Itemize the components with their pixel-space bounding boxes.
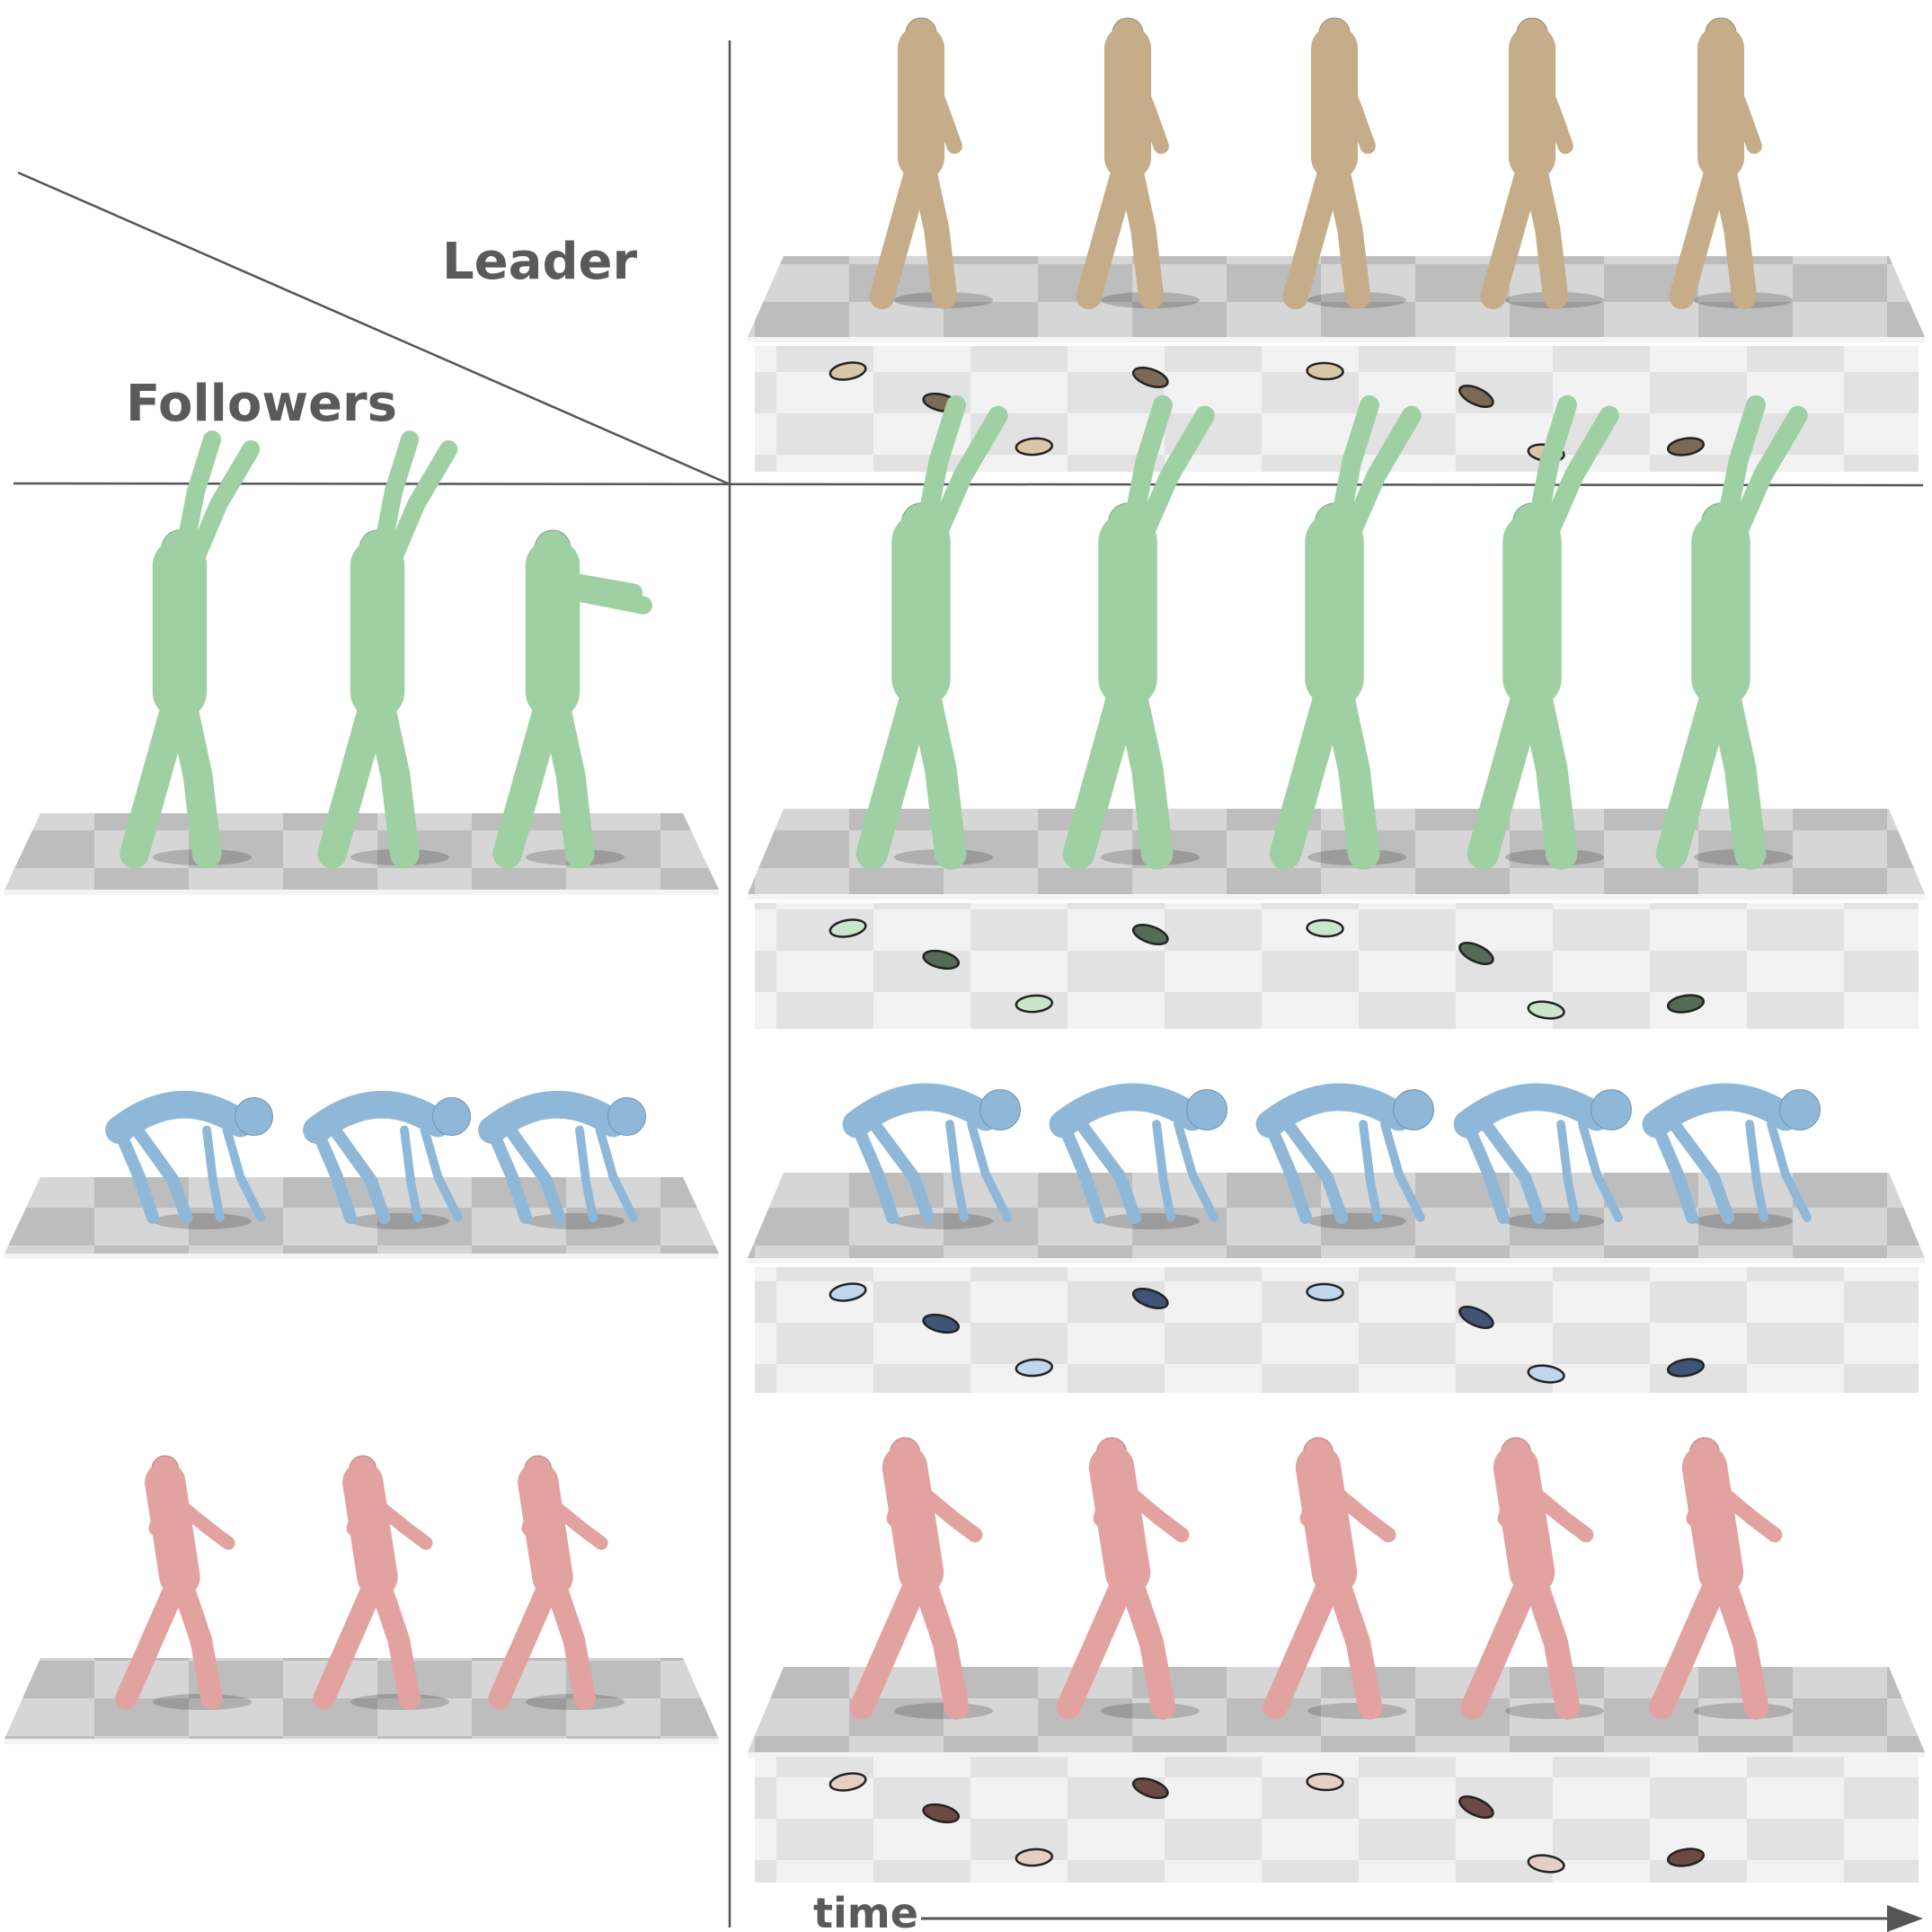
footprint-icon: [1131, 367, 1169, 388]
follower-blue-right-floor-edge: [748, 1258, 1925, 1263]
leader-right-figure: [1076, 17, 1200, 310]
footprint-icon: [829, 1282, 867, 1302]
follower-green-left-floor: [4, 813, 719, 890]
follower-blue-left-floor-edge: [4, 1254, 719, 1259]
follower-pink-left-figure: [488, 1455, 625, 1710]
footprint-icon: [1458, 1306, 1494, 1329]
follower-pink-right-figure: [1649, 1437, 1793, 1720]
follower-blue-left-floor: [4, 1177, 719, 1254]
follower-pink-right-figure: [1263, 1437, 1406, 1720]
footprint-icon: [1666, 994, 1706, 1014]
footprint-icon: [1306, 361, 1344, 381]
footprint-icon: [829, 1772, 867, 1792]
follower-pink-left-floor: [4, 1658, 719, 1739]
footprint-icon: [1666, 1848, 1706, 1867]
follower-blue-left-figure: [303, 1090, 471, 1229]
follower-blue-left-figure: [478, 1090, 646, 1229]
followers-label: Followers: [126, 375, 397, 433]
scene-layer: [4, 17, 1925, 1883]
footprint-icon: [1458, 385, 1494, 408]
footprint-icon: [922, 949, 961, 970]
follower-blue-right-figure: [1255, 1083, 1434, 1229]
header-diagonal-line: [17, 171, 729, 485]
follower-pink-right-figure: [849, 1437, 993, 1720]
footprint-icon: [1666, 1358, 1706, 1378]
follower-green-left-figure: [492, 529, 652, 869]
follower-pink-right-floor-edge: [748, 1752, 1925, 1758]
footprint-icon: [1131, 1777, 1169, 1799]
follower-pink-right-floor: [748, 1667, 1925, 1752]
follower-green-right-floor: [748, 809, 1925, 894]
footprint-icon: [829, 918, 867, 938]
follower-green-right-figure: [1269, 394, 1422, 870]
follower-green-right-figure: [855, 394, 1008, 870]
footprint-icon: [1527, 1854, 1565, 1874]
follower-green-right-figure: [1655, 394, 1808, 870]
footprint-icon: [1306, 918, 1344, 938]
leader-right-figure: [1282, 17, 1406, 310]
footprint-icon: [1666, 437, 1706, 456]
follower-blue-left-figure: [105, 1090, 273, 1229]
follower-green-right-floor-edge: [748, 894, 1925, 900]
follower-green-left-floor-edge: [4, 890, 719, 895]
leader-right-floor-edge: [748, 337, 1925, 342]
follower-green-right-figure: [1467, 394, 1619, 870]
leader-right-figure: [869, 17, 993, 310]
footprint-icon: [1015, 437, 1054, 456]
footprint-icon: [1527, 1364, 1565, 1384]
footprint-icon: [1458, 1795, 1494, 1819]
footprint-icon: [1015, 1848, 1054, 1867]
follower-pink-left-figure: [313, 1455, 449, 1710]
footprint-icon: [1131, 924, 1169, 945]
follower-pink-left-floor-edge: [4, 1739, 719, 1744]
footprint-icon: [922, 1313, 961, 1334]
follower-pink-right-figure: [1460, 1437, 1604, 1720]
footprint-icon: [829, 361, 867, 381]
footprint-icon: [1527, 1000, 1565, 1020]
follower-blue-right-figure: [1049, 1083, 1227, 1229]
footprint-icon: [1015, 1358, 1054, 1378]
footprint-icon: [1306, 1772, 1344, 1792]
leader-right-floor: [748, 256, 1925, 337]
follower-green-left-figure: [120, 430, 261, 869]
time-axis-label: time: [813, 1889, 918, 1932]
follower-pink-left-figure: [115, 1455, 252, 1710]
follower-green-left-figure: [317, 430, 458, 869]
follower-pink-right-figure: [1056, 1437, 1200, 1720]
footprint-icon: [1306, 1282, 1344, 1302]
footprint-icon: [922, 1803, 961, 1824]
leader-label: Leader: [442, 233, 638, 291]
follower-blue-right-figure: [842, 1083, 1021, 1229]
time-axis-arrowhead: [1887, 1905, 1923, 1932]
footprint-icon: [1131, 1288, 1169, 1309]
follower-blue-right-figure: [1453, 1083, 1632, 1229]
leader-right-figure: [1669, 17, 1793, 310]
footprint-icon: [1015, 994, 1054, 1014]
follower-blue-right-figure: [1642, 1083, 1821, 1229]
follower-green-right-figure: [1062, 394, 1215, 870]
footprint-icon: [1458, 942, 1494, 965]
leader-right-figure: [1480, 17, 1604, 310]
